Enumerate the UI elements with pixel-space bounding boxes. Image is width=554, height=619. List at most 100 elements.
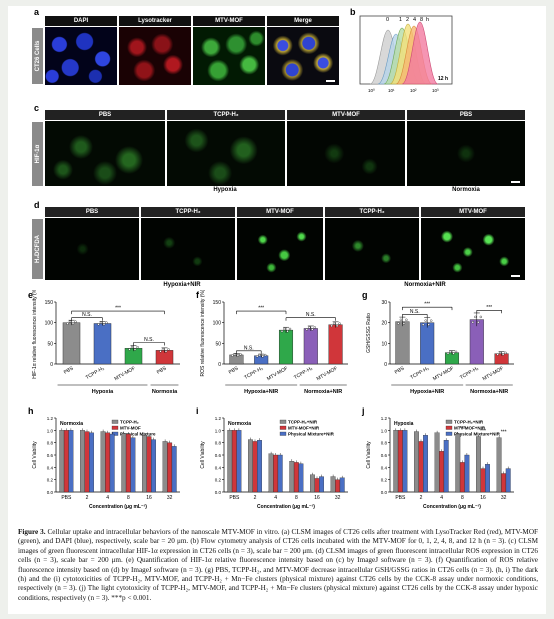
label-normoxia-c: Normoxia bbox=[452, 187, 480, 193]
ct26-cells-label: CT26 Cells bbox=[32, 28, 43, 84]
bar-f bbox=[303, 328, 318, 365]
bar-j bbox=[480, 468, 486, 493]
legend-swatch bbox=[111, 425, 119, 430]
bar-j bbox=[418, 441, 424, 493]
bar-j bbox=[455, 433, 461, 493]
panel-label-g: g bbox=[362, 290, 368, 300]
y-tick-label: 1.2 bbox=[47, 416, 54, 421]
label-hypoxia-nir-d: Hypoxia+NIR bbox=[163, 282, 201, 288]
legend-swatch bbox=[445, 419, 453, 424]
significance-label: *** bbox=[115, 306, 121, 312]
viability-charts-hij: h Cell Viability 0.0 0.2 0.4 0.6 0.8 1.0 1.2 Norm… bbox=[28, 406, 514, 510]
data-point bbox=[449, 350, 452, 353]
x-tick-label: 16 bbox=[480, 495, 486, 501]
x-tick-label: MTV-MOF bbox=[432, 366, 455, 383]
bar-i bbox=[314, 478, 320, 493]
data-point bbox=[471, 321, 474, 324]
x-tick-label: PBS bbox=[228, 365, 240, 376]
bar-i bbox=[231, 430, 237, 493]
bar-j bbox=[464, 454, 470, 493]
y-tick-label: 0.8 bbox=[381, 441, 388, 446]
data-point bbox=[501, 353, 505, 356]
data-point bbox=[338, 322, 341, 325]
time-label-4: 4 bbox=[413, 17, 416, 23]
bar-h bbox=[146, 436, 152, 493]
group-label: Hypoxia bbox=[92, 389, 114, 395]
label-hypoxia-c: Hypoxia bbox=[213, 187, 237, 193]
group-label: Hypoxia+NIR bbox=[410, 389, 444, 395]
scale-bar-a bbox=[326, 80, 335, 82]
y-tick-label: 1.2 bbox=[381, 416, 388, 421]
data-point bbox=[74, 320, 77, 323]
ros-image-pbs bbox=[45, 218, 139, 280]
chart-h: h Cell Viability 0.0 0.2 0.4 0.6 0.8 1.0 1.2 Norm… bbox=[28, 406, 180, 510]
header-pbs-d: PBS bbox=[45, 207, 139, 217]
data-point bbox=[164, 350, 168, 353]
data-point bbox=[97, 323, 100, 326]
header-dapi: DAPI bbox=[45, 16, 117, 26]
data-point bbox=[305, 328, 308, 331]
bar-i bbox=[268, 453, 274, 493]
header-tcpp-d2: TCPP-H₂ bbox=[325, 207, 419, 217]
legend-label: MTV-MOF+NIR bbox=[454, 426, 486, 431]
significance-label: *** bbox=[424, 302, 430, 308]
bar-i bbox=[227, 430, 233, 493]
legend-swatch bbox=[279, 425, 287, 430]
panel-label-h: h bbox=[28, 406, 34, 416]
data-point bbox=[283, 327, 286, 331]
header-merge: Merge bbox=[267, 16, 339, 26]
x-tick-label: 32 bbox=[335, 495, 341, 501]
group-label: Normoxia+NIR bbox=[304, 389, 342, 395]
x-tick-label: TCPP-H₂ bbox=[409, 366, 430, 382]
x-tick-3: 10³ bbox=[432, 88, 439, 93]
bar-h bbox=[171, 446, 177, 493]
data-point bbox=[68, 320, 72, 323]
data-point bbox=[236, 354, 240, 357]
data-point bbox=[239, 353, 242, 356]
y-tick-label: 50 bbox=[47, 341, 53, 347]
y-tick-label: 0.4 bbox=[47, 465, 54, 470]
data-point bbox=[161, 348, 165, 351]
y-tick-label: 0.0 bbox=[215, 490, 222, 495]
y-tick-label: 0.8 bbox=[47, 441, 54, 446]
data-point bbox=[286, 330, 289, 333]
y-tick-label: 1.0 bbox=[215, 428, 222, 433]
x-tick-label: 2 bbox=[420, 495, 423, 501]
hif-image-tcpp-hypoxia bbox=[167, 121, 285, 186]
legend-label: MTV-MOF+NIR bbox=[288, 426, 320, 431]
y-axis-label-i: Cell Viability bbox=[200, 441, 206, 469]
bar-e bbox=[93, 323, 112, 365]
y-tick-label: 1.2 bbox=[215, 416, 222, 421]
panel-label-j: j bbox=[361, 406, 365, 416]
legend-swatch bbox=[279, 431, 287, 436]
x-tick-2: 10² bbox=[410, 88, 417, 93]
group-label: Normoxia+NIR bbox=[470, 389, 508, 395]
x-tick-label: 4 bbox=[106, 495, 109, 501]
y-tick-label: 150 bbox=[213, 300, 222, 306]
bar-i bbox=[273, 454, 279, 493]
data-point bbox=[402, 322, 406, 325]
data-point bbox=[71, 322, 75, 325]
y-tick-label: 20 bbox=[381, 321, 387, 327]
x-tick-label: MTV-MOF bbox=[114, 366, 137, 383]
bar-i bbox=[289, 461, 295, 493]
y-axis-label-g: GSH/GSSG Ratio bbox=[366, 313, 372, 353]
label-normoxia-nir-d: Normoxia+NIR bbox=[404, 282, 446, 288]
x-tick-label: PBS bbox=[394, 365, 406, 376]
time-label-1: 1 bbox=[399, 17, 402, 23]
data-point bbox=[280, 330, 284, 333]
header-mtv-mof: MTV-MOF bbox=[193, 16, 265, 26]
bar-j bbox=[414, 431, 419, 493]
x-tick-label: TCPP-H₂ bbox=[293, 366, 314, 382]
data-point bbox=[479, 315, 482, 319]
data-point bbox=[498, 351, 502, 355]
panel-label-a: a bbox=[34, 7, 40, 17]
data-point bbox=[105, 321, 108, 324]
figure-caption: Figure 3. Cellular uptake and intracellu… bbox=[18, 528, 538, 603]
bar-j bbox=[439, 451, 445, 493]
bar-i bbox=[257, 440, 262, 493]
y-tick-label: 0.0 bbox=[381, 490, 388, 495]
x-tick-label: MTV-MOF bbox=[482, 366, 505, 383]
